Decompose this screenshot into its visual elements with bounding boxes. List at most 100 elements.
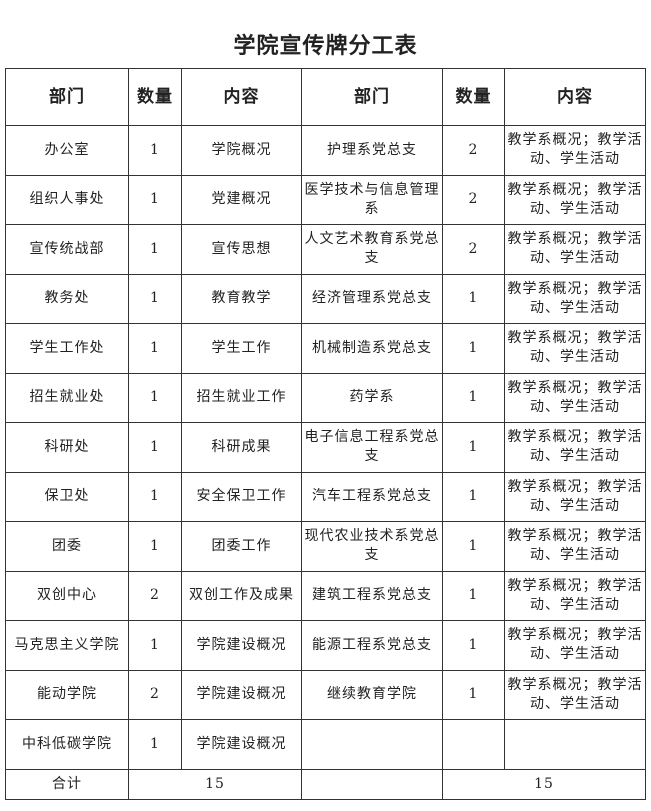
- table-row: 办公室 1 学院概况 护理系党总支 2 教学系概况；教学活动、学生活动: [5, 125, 646, 176]
- cell-content: 学院建设概况: [181, 719, 302, 770]
- table-row: 中科低碳学院 1 学院建设概况: [5, 719, 646, 770]
- cell-count-right: 1: [442, 422, 505, 473]
- cell-dept-right: 机械制造系党总支: [301, 323, 443, 374]
- cell-count: 2: [128, 570, 182, 621]
- table-row: 组织人事处 1 党建概况 医学技术与信息管理系 2 教学系概况；教学活动、学生活动: [5, 174, 646, 225]
- total-left: 15: [128, 768, 302, 800]
- cell-content-right: 教学系概况；教学活动、学生活动: [504, 669, 646, 720]
- cell-content: 学院概况: [181, 125, 302, 176]
- table-row: 能动学院 2 学院建设概况 继续教育学院 1 教学系概况；教学活动、学生活动: [5, 669, 646, 720]
- table-row: 保卫处 1 安全保卫工作 汽车工程系党总支 1 教学系概况；教学活动、学生活动: [5, 471, 646, 522]
- table-row: 学生工作处 1 学生工作 机械制造系党总支 1 教学系概况；教学活动、学生活动: [5, 323, 646, 374]
- cell-count-right: 2: [442, 224, 505, 275]
- cell-dept-right: 汽车工程系党总支: [301, 471, 443, 522]
- cell-content-right: 教学系概况；教学活动、学生活动: [504, 125, 646, 176]
- cell-content: 学生工作: [181, 323, 302, 374]
- cell-count-right: [442, 719, 505, 770]
- cell-count-right: 1: [442, 669, 505, 720]
- cell-dept: 中科低碳学院: [5, 719, 129, 770]
- cell-content: 学院建设概况: [181, 620, 302, 671]
- cell-count: 1: [128, 224, 182, 275]
- table-row: 马克思主义学院 1 学院建设概况 能源工程系党总支 1 教学系概况；教学活动、学生活动: [5, 620, 646, 671]
- cell-dept-right: 建筑工程系党总支: [301, 570, 443, 621]
- cell-content: 学院建设概况: [181, 669, 302, 720]
- total-right: 15: [442, 768, 646, 800]
- table-row: 宣传统战部 1 宣传思想 人文艺术教育系党总支 2 教学系概况；教学活动、学生活动: [5, 224, 646, 275]
- total-row: 合计 15 15: [5, 768, 646, 800]
- table-row: 科研处 1 科研成果 电子信息工程系党总支 1 教学系概况；教学活动、学生活动: [5, 422, 646, 473]
- table-row: 教务处 1 教育教学 经济管理系党总支 1 教学系概况；教学活动、学生活动: [5, 273, 646, 324]
- cell-dept-right: 药学系: [301, 372, 443, 423]
- cell-dept: 双创中心: [5, 570, 129, 621]
- page-title: 学院宣传牌分工表: [233, 33, 418, 59]
- cell-count: 1: [128, 719, 182, 770]
- assignment-table: 部门 数量 内容 部门 数量 内容 办公室 1 学院概况 护理系党总支 2 教学系概况；教学活动、学…: [5, 68, 646, 800]
- cell-content-right: 教学系概况；教学活动、学生活动: [504, 422, 646, 473]
- cell-dept: 能动学院: [5, 669, 129, 720]
- cell-dept: 学生工作处: [5, 323, 129, 374]
- cell-dept: 宣传统战部: [5, 224, 129, 275]
- cell-content: 双创工作及成果: [181, 570, 302, 621]
- cell-dept: 组织人事处: [5, 174, 129, 225]
- cell-count-right: 2: [442, 125, 505, 176]
- cell-content-right: [504, 719, 646, 770]
- cell-dept: 科研处: [5, 422, 129, 473]
- cell-dept-right: 电子信息工程系党总支: [301, 422, 443, 473]
- table-row: 团委 1 团委工作 现代农业技术系党总支 1 教学系概况；教学活动、学生活动: [5, 521, 646, 572]
- cell-content-right: 教学系概况；教学活动、学生活动: [504, 323, 646, 374]
- cell-count: 1: [128, 174, 182, 225]
- header-dept-right: 部门: [301, 68, 443, 126]
- cell-content: 党建概况: [181, 174, 302, 225]
- cell-count-right: 1: [442, 471, 505, 522]
- cell-dept: 教务处: [5, 273, 129, 324]
- cell-dept-right: 医学技术与信息管理系: [301, 174, 443, 225]
- cell-count: 1: [128, 323, 182, 374]
- cell-dept: 团委: [5, 521, 129, 572]
- cell-content-right: 教学系概况；教学活动、学生活动: [504, 521, 646, 572]
- cell-dept-right: 现代农业技术系党总支: [301, 521, 443, 572]
- cell-count: 1: [128, 372, 182, 423]
- cell-content: 教育教学: [181, 273, 302, 324]
- cell-dept-right: 护理系党总支: [301, 125, 443, 176]
- cell-content: 安全保卫工作: [181, 471, 302, 522]
- cell-dept: 保卫处: [5, 471, 129, 522]
- header-dept: 部门: [5, 68, 129, 126]
- cell-content-right: 教学系概况；教学活动、学生活动: [504, 273, 646, 324]
- cell-count: 1: [128, 422, 182, 473]
- cell-count-right: 1: [442, 273, 505, 324]
- cell-count: 1: [128, 620, 182, 671]
- table-row: 招生就业处 1 招生就业工作 药学系 1 教学系概况；教学活动、学生活动: [5, 372, 646, 423]
- cell-dept-right: 能源工程系党总支: [301, 620, 443, 671]
- cell-count: 1: [128, 521, 182, 572]
- total-label: 合计: [5, 768, 129, 800]
- cell-dept-right: 继续教育学院: [301, 669, 443, 720]
- cell-count-right: 1: [442, 323, 505, 374]
- cell-content: 招生就业工作: [181, 372, 302, 423]
- cell-content: 宣传思想: [181, 224, 302, 275]
- table-row: 双创中心 2 双创工作及成果 建筑工程系党总支 1 教学系概况；教学活动、学生活动: [5, 570, 646, 621]
- cell-count-right: 1: [442, 521, 505, 572]
- cell-count-right: 1: [442, 620, 505, 671]
- cell-dept-right: 人文艺术教育系党总支: [301, 224, 443, 275]
- cell-count-right: 2: [442, 174, 505, 225]
- cell-content: 团委工作: [181, 521, 302, 572]
- cell-content-right: 教学系概况；教学活动、学生活动: [504, 372, 646, 423]
- cell-dept: 马克思主义学院: [5, 620, 129, 671]
- header-content-right: 内容: [504, 68, 646, 126]
- cell-content-right: 教学系概况；教学活动、学生活动: [504, 620, 646, 671]
- cell-count: 1: [128, 125, 182, 176]
- header-row: 部门 数量 内容 部门 数量 内容: [5, 68, 646, 126]
- cell-content-right: 教学系概况；教学活动、学生活动: [504, 471, 646, 522]
- cell-count: 2: [128, 669, 182, 720]
- cell-content-right: 教学系概况；教学活动、学生活动: [504, 570, 646, 621]
- cell-dept-right: [301, 719, 443, 770]
- cell-count-right: 1: [442, 372, 505, 423]
- cell-dept: 招生就业处: [5, 372, 129, 423]
- cell-dept: 办公室: [5, 125, 129, 176]
- header-count-right: 数量: [442, 68, 505, 126]
- cell-content-right: 教学系概况；教学活动、学生活动: [504, 224, 646, 275]
- cell-dept-right: 经济管理系党总支: [301, 273, 443, 324]
- cell-count: 1: [128, 273, 182, 324]
- cell-content: 科研成果: [181, 422, 302, 473]
- cell-count: 1: [128, 471, 182, 522]
